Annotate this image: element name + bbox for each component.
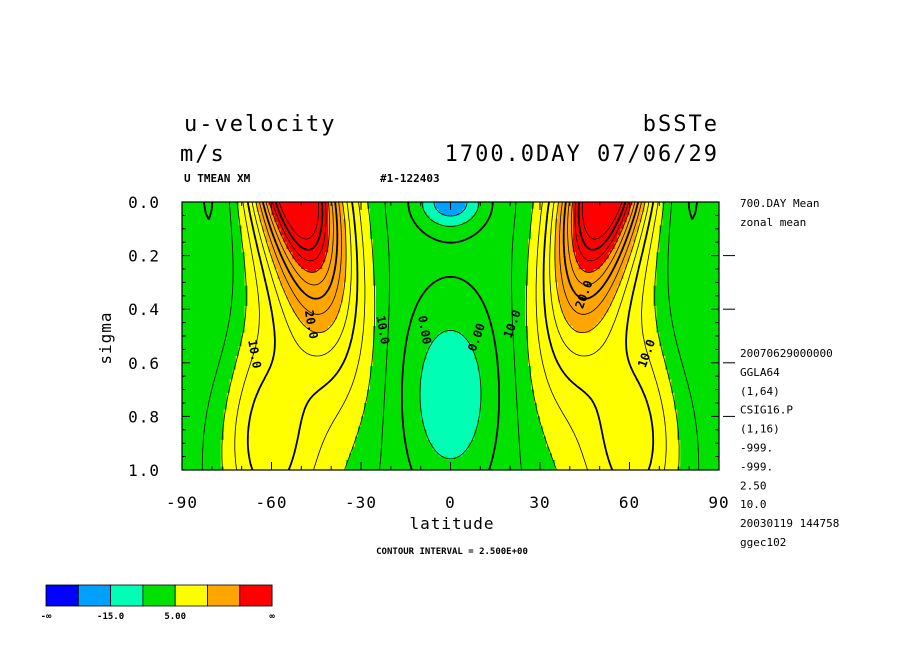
contour-chart: -90 -60 -30 0 30 60 900.00.20.40.60.81.0 10.02… — [0, 0, 904, 654]
